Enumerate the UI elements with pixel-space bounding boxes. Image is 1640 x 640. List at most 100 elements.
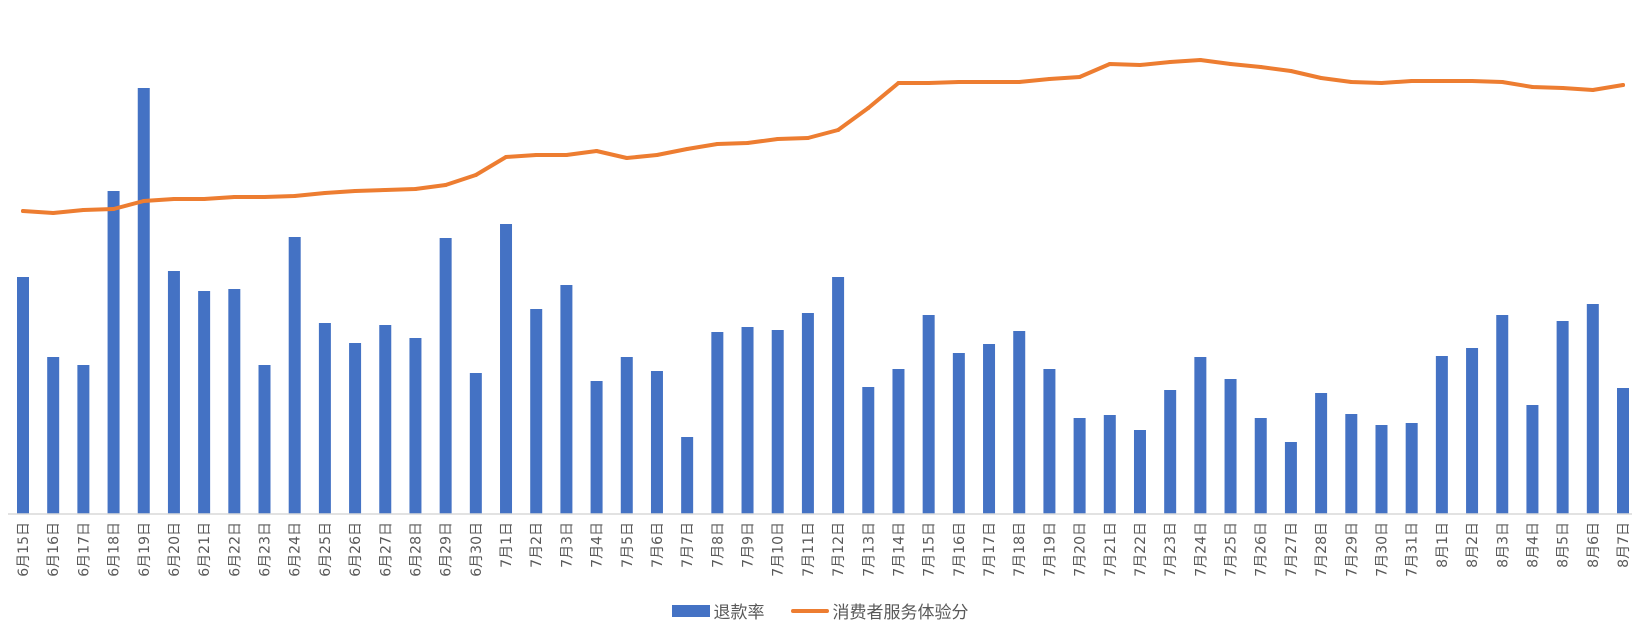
line-point-7月18日[interactable] xyxy=(1017,80,1022,84)
line-point-6月21日[interactable] xyxy=(202,197,207,201)
line-point-7月9日[interactable] xyxy=(745,141,750,145)
bar-8月3日[interactable] xyxy=(1496,315,1509,514)
line-point-8月1日[interactable] xyxy=(1439,79,1444,83)
bar-7月13日[interactable] xyxy=(862,387,875,514)
line-point-7月31日[interactable] xyxy=(1409,79,1414,83)
bar-6月24日[interactable] xyxy=(288,237,301,514)
bar-7月30日[interactable] xyxy=(1375,425,1388,514)
bar-7月9日[interactable] xyxy=(741,327,754,514)
line-point-7月23日[interactable] xyxy=(1168,60,1173,64)
bar-6月27日[interactable] xyxy=(379,325,392,514)
line-point-8月2日[interactable] xyxy=(1470,79,1475,83)
line-point-7月22日[interactable] xyxy=(1137,63,1142,67)
line-point-6月20日[interactable] xyxy=(171,197,176,201)
bar-7月11日[interactable] xyxy=(801,313,814,514)
bar-6月20日[interactable] xyxy=(167,271,180,514)
line-point-6月27日[interactable] xyxy=(383,188,388,192)
bar-7月4日[interactable] xyxy=(590,381,603,514)
bar-7月1日[interactable] xyxy=(500,224,513,514)
bar-7月7日[interactable] xyxy=(681,437,694,514)
bar-6月28日[interactable] xyxy=(409,338,422,514)
bar-7月20日[interactable] xyxy=(1073,418,1086,514)
bar-7月21日[interactable] xyxy=(1103,415,1116,514)
line-point-7月14日[interactable] xyxy=(896,81,901,85)
line-point-6月16日[interactable] xyxy=(51,211,56,215)
bar-6月22日[interactable] xyxy=(228,289,241,514)
bar-7月15日[interactable] xyxy=(922,315,935,514)
line-point-8月6日[interactable] xyxy=(1590,88,1595,92)
bar-7月24日[interactable] xyxy=(1194,357,1207,514)
line-point-6月24日[interactable] xyxy=(292,194,297,198)
bar-7月17日[interactable] xyxy=(983,344,996,514)
bar-6月26日[interactable] xyxy=(349,343,362,514)
line-point-7月13日[interactable] xyxy=(866,106,871,110)
line-point-7月4日[interactable] xyxy=(594,149,599,153)
line-point-7月16日[interactable] xyxy=(956,80,961,84)
legend-item-bar[interactable]: 退款率 xyxy=(671,598,765,623)
line-point-7月5日[interactable] xyxy=(624,156,629,160)
bar-7月26日[interactable] xyxy=(1254,418,1267,514)
bar-6月23日[interactable] xyxy=(258,365,271,514)
bar-7月3日[interactable] xyxy=(560,285,573,514)
bar-7月22日[interactable] xyxy=(1133,430,1146,514)
line-point-7月21日[interactable] xyxy=(1107,62,1112,66)
bar-7月14日[interactable] xyxy=(892,369,905,514)
bar-6月17日[interactable] xyxy=(77,365,90,514)
bar-7月27日[interactable] xyxy=(1284,442,1297,514)
bar-6月30日[interactable] xyxy=(469,373,482,514)
line-point-7月8日[interactable] xyxy=(715,142,720,146)
bar-7月10日[interactable] xyxy=(771,330,784,514)
line-point-6月26日[interactable] xyxy=(353,189,358,193)
line-point-6月23日[interactable] xyxy=(262,195,267,199)
line-point-7月15日[interactable] xyxy=(926,81,931,85)
line-point-6月17日[interactable] xyxy=(81,208,86,212)
line-point-6月29日[interactable] xyxy=(443,183,448,187)
bar-7月16日[interactable] xyxy=(952,353,965,514)
bar-6月21日[interactable] xyxy=(198,291,211,514)
bar-7月8日[interactable] xyxy=(711,332,724,514)
bar-7月2日[interactable] xyxy=(530,309,543,514)
bar-7月19日[interactable] xyxy=(1043,369,1056,514)
line-point-7月3日[interactable] xyxy=(564,153,569,157)
bar-8月6日[interactable] xyxy=(1586,304,1599,514)
bar-7月6日[interactable] xyxy=(650,371,663,514)
bar-7月31日[interactable] xyxy=(1405,423,1418,514)
line-point-7月11日[interactable] xyxy=(805,136,810,140)
line-point-7月6日[interactable] xyxy=(654,153,659,157)
line-point-7月28日[interactable] xyxy=(1319,76,1324,80)
line-point-7月2日[interactable] xyxy=(534,153,539,157)
bar-6月19日[interactable] xyxy=(137,88,150,514)
bar-8月4日[interactable] xyxy=(1526,405,1539,514)
bar-7月29日[interactable] xyxy=(1345,414,1358,514)
line-point-7月10日[interactable] xyxy=(775,137,780,141)
line-point-8月7日[interactable] xyxy=(1621,83,1625,87)
line-point-8月3日[interactable] xyxy=(1500,80,1505,84)
bar-8月7日[interactable] xyxy=(1617,388,1629,514)
line-point-7月19日[interactable] xyxy=(1047,77,1052,81)
line-point-7月20日[interactable] xyxy=(1077,75,1082,79)
bar-7月28日[interactable] xyxy=(1315,393,1328,514)
line-point-6月25日[interactable] xyxy=(322,191,327,195)
bar-8月2日[interactable] xyxy=(1466,348,1479,514)
line-point-8月5日[interactable] xyxy=(1560,86,1565,90)
line-point-6月22日[interactable] xyxy=(232,195,237,199)
line-point-7月1日[interactable] xyxy=(504,155,509,159)
bar-6月15日[interactable] xyxy=(17,277,29,514)
line-path[interactable] xyxy=(21,58,1625,215)
bar-6月25日[interactable] xyxy=(318,323,331,514)
bar-8月1日[interactable] xyxy=(1435,356,1448,514)
bar-6月16日[interactable] xyxy=(47,357,60,514)
legend-item-line[interactable]: 消费者服务体验分 xyxy=(790,598,969,623)
line-point-6月28日[interactable] xyxy=(413,187,418,191)
bar-6月18日[interactable] xyxy=(107,191,120,514)
line-point-6月15日[interactable] xyxy=(21,209,25,213)
line-point-7月17日[interactable] xyxy=(987,80,992,84)
bar-7月18日[interactable] xyxy=(1013,331,1026,514)
bar-7月5日[interactable] xyxy=(620,357,633,514)
bar-7月12日[interactable] xyxy=(832,277,845,514)
line-point-6月19日[interactable] xyxy=(141,199,146,203)
bar-7月23日[interactable] xyxy=(1164,390,1177,514)
line-point-7月29日[interactable] xyxy=(1349,80,1354,84)
bar-8月5日[interactable] xyxy=(1556,321,1569,514)
line-point-7月27日[interactable] xyxy=(1288,69,1293,73)
